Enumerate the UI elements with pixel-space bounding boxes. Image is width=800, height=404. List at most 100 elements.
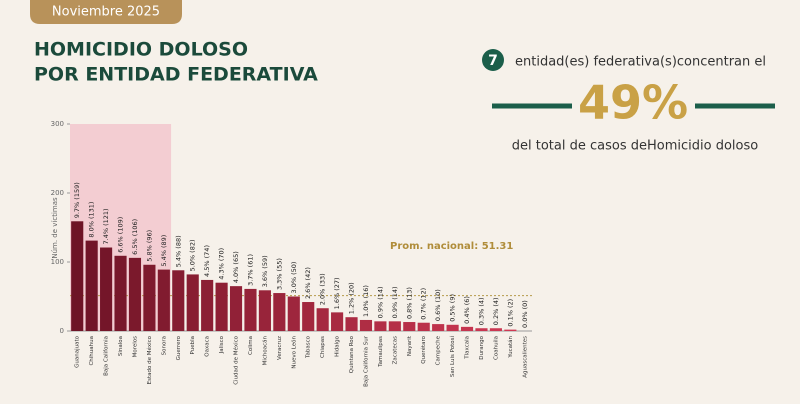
x-tick-label: Tabasco [306, 335, 312, 359]
y-tick-label: 100 [51, 258, 64, 266]
value-label: 0.7% (12) [420, 288, 428, 320]
x-tick-label: Coahuila [493, 336, 499, 360]
bar [85, 240, 98, 331]
bar [417, 322, 430, 331]
value-label: 0.1% (2) [506, 299, 514, 327]
x-tick-label: Guanajuato [75, 335, 81, 368]
bar [258, 290, 271, 331]
value-label: 7.4% (121) [102, 208, 110, 244]
value-label: 4.0% (65) [232, 251, 240, 283]
bar [316, 308, 329, 331]
value-label: 1.0% (16) [362, 285, 370, 317]
count-badge [482, 49, 504, 71]
bar [143, 264, 156, 331]
y-tick-label: 300 [51, 120, 64, 128]
x-tick-label: Nuevo León [290, 335, 297, 368]
y-axis-label: Núm. de víctimas [51, 197, 59, 259]
value-label: 6.6% (109) [117, 217, 125, 253]
value-label: 0.9% (14) [376, 286, 384, 318]
value-label: 0.6% (10) [434, 289, 442, 321]
x-tick-label: Oaxaca [205, 336, 211, 357]
value-label: 0.0% (0) [521, 300, 529, 328]
value-label: 5.8% (96) [145, 230, 153, 262]
summary-text: entidad(es) federativa(s)concentran el [515, 55, 766, 70]
x-tick-label: Morelos [132, 336, 138, 358]
bar [374, 321, 387, 331]
bar [432, 324, 445, 331]
x-tick-label: Jalisco [219, 335, 225, 354]
x-tick-label: Tlaxcala [465, 336, 471, 360]
x-tick-label: Baja California [104, 336, 110, 376]
value-label: 8.0% (131) [88, 202, 96, 238]
value-label: 2.6% (42) [304, 267, 312, 299]
value-label: 0.3% (4) [477, 297, 485, 325]
x-tick-label: San Luis Potosí [449, 336, 456, 378]
average-label: Prom. nacional: 51.31 [390, 241, 513, 252]
y-tick-label: 0 [60, 327, 64, 335]
bar [345, 317, 358, 331]
value-label: 1.2% (20) [348, 282, 356, 314]
value-label: 3.3% (55) [275, 258, 283, 290]
value-label: 1.6% (27) [333, 277, 341, 309]
bar [273, 293, 286, 331]
bar [331, 312, 344, 331]
bar [244, 288, 257, 331]
count: 7 [488, 53, 498, 69]
bar [114, 255, 127, 331]
bar [489, 328, 502, 331]
bar [157, 269, 170, 331]
bar [215, 282, 228, 331]
bar [287, 296, 300, 331]
x-tick-label: Querétaro [420, 335, 427, 363]
bar [403, 322, 416, 331]
x-tick-label: Chihuahua [89, 336, 95, 366]
bar [388, 321, 401, 331]
value-label: 2.0% (33) [319, 273, 327, 305]
x-tick-label: Sinaloa [118, 336, 124, 356]
title-line: HOMICIDIO DOLOSO [34, 39, 248, 61]
title-line: POR ENTIDAD FEDERATIVA [34, 64, 318, 86]
value-label: 5.4% (88) [174, 235, 182, 267]
x-tick-label: Quintana Roo [349, 335, 355, 373]
y-tick-label: 200 [51, 189, 64, 197]
x-tick-label: Puebla [190, 336, 196, 354]
date: Noviembre 2025 [52, 5, 160, 20]
value-label: 3.0% (50) [290, 262, 298, 294]
x-tick-label: Colima [248, 336, 254, 355]
x-tick-label: Yucatán [507, 335, 514, 358]
value-label: 0.8% (13) [405, 287, 413, 319]
x-tick-label: Veracruz [277, 336, 283, 360]
bar [128, 257, 142, 331]
bar [71, 221, 84, 331]
bar [172, 270, 185, 331]
x-tick-label: Hidalgo [335, 335, 341, 357]
x-tick-label: Nayarit [407, 335, 413, 356]
bar [186, 274, 199, 331]
value-label: 0.5% (9) [449, 294, 457, 322]
bar [229, 286, 243, 331]
value-label: 0.4% (6) [463, 296, 471, 324]
bar [302, 302, 315, 331]
x-tick-label: Michoacán [261, 335, 268, 365]
value-label: 3.7% (61) [246, 254, 254, 286]
value-label: 4.5% (74) [203, 245, 211, 277]
x-tick-label: Chiapas [320, 336, 326, 358]
bar [359, 319, 373, 331]
value-label: 0.9% (14) [391, 286, 399, 318]
value-label: 9.7% (159) [73, 182, 81, 218]
value-label: 5.4% (89) [160, 235, 168, 267]
value-label: 3.6% (59) [261, 255, 269, 287]
x-tick-label: Estado de México [146, 335, 153, 384]
bar [100, 247, 113, 331]
x-tick-label: Aguascalientes [522, 336, 528, 378]
x-tick-label: Baja California Sur [363, 335, 369, 387]
value-label: 5.0% (82) [189, 239, 197, 271]
bar [504, 329, 517, 331]
plot: 0 100 200 300 Prom. nacional: 51.31 9.7% (159… [51, 120, 532, 387]
bar [460, 326, 474, 331]
value-label: 4.3% (70) [218, 248, 226, 280]
x-tick-label: Sonora [161, 336, 167, 355]
bar [446, 324, 459, 331]
